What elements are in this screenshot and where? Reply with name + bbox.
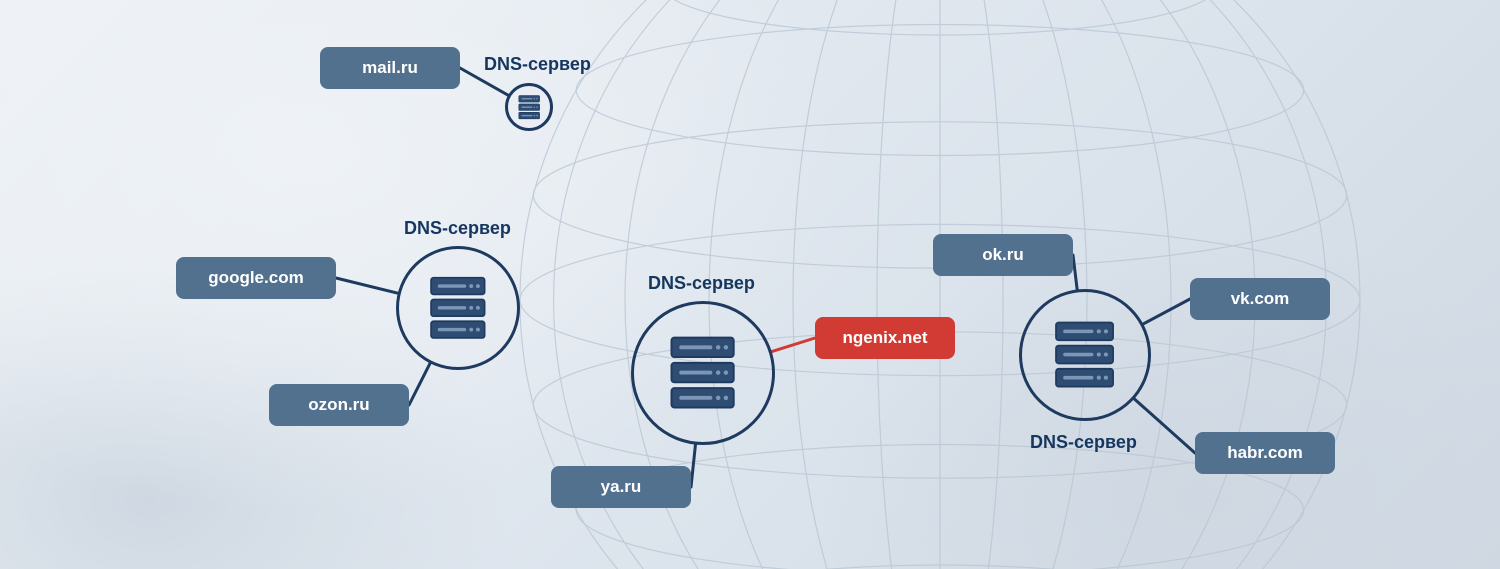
domain-box-mail-ru: mail.ru bbox=[320, 47, 460, 89]
domain-box-vk-com: vk.com bbox=[1190, 278, 1330, 320]
dns-server-node bbox=[1019, 289, 1151, 421]
domain-label: ya.ru bbox=[601, 477, 642, 497]
diagram-canvas: DNS-сервер DNS-сервер DNS-сервер DNS-сервер… bbox=[0, 0, 1500, 569]
domain-label: ozon.ru bbox=[308, 395, 369, 415]
dns-server-label: DNS-сервер bbox=[1030, 432, 1137, 453]
domain-label: ngenix.net bbox=[842, 328, 927, 348]
dns-server-node bbox=[505, 83, 553, 131]
server-icon bbox=[416, 266, 500, 350]
domain-box-ya-ru: ya.ru bbox=[551, 466, 691, 508]
domain-box-google-com: google.com bbox=[176, 257, 336, 299]
domain-box-ngenix-net: ngenix.net bbox=[815, 317, 955, 359]
dns-server-label: DNS-сервер bbox=[648, 273, 755, 294]
server-icon bbox=[513, 91, 545, 123]
domain-box-ok-ru: ok.ru bbox=[933, 234, 1073, 276]
domain-box-ozon-ru: ozon.ru bbox=[269, 384, 409, 426]
dns-server-label: DNS-сервер bbox=[484, 54, 591, 75]
domain-label: ok.ru bbox=[982, 245, 1024, 265]
domain-label: mail.ru bbox=[362, 58, 418, 78]
domain-label: google.com bbox=[208, 268, 303, 288]
server-icon bbox=[1040, 310, 1129, 399]
dns-server-node bbox=[396, 246, 520, 370]
dns-server-node bbox=[631, 301, 775, 445]
dns-server-label: DNS-сервер bbox=[404, 218, 511, 239]
domain-box-habr-com: habr.com bbox=[1195, 432, 1335, 474]
server-icon bbox=[654, 324, 751, 421]
domain-label: habr.com bbox=[1227, 443, 1303, 463]
domain-label: vk.com bbox=[1231, 289, 1290, 309]
